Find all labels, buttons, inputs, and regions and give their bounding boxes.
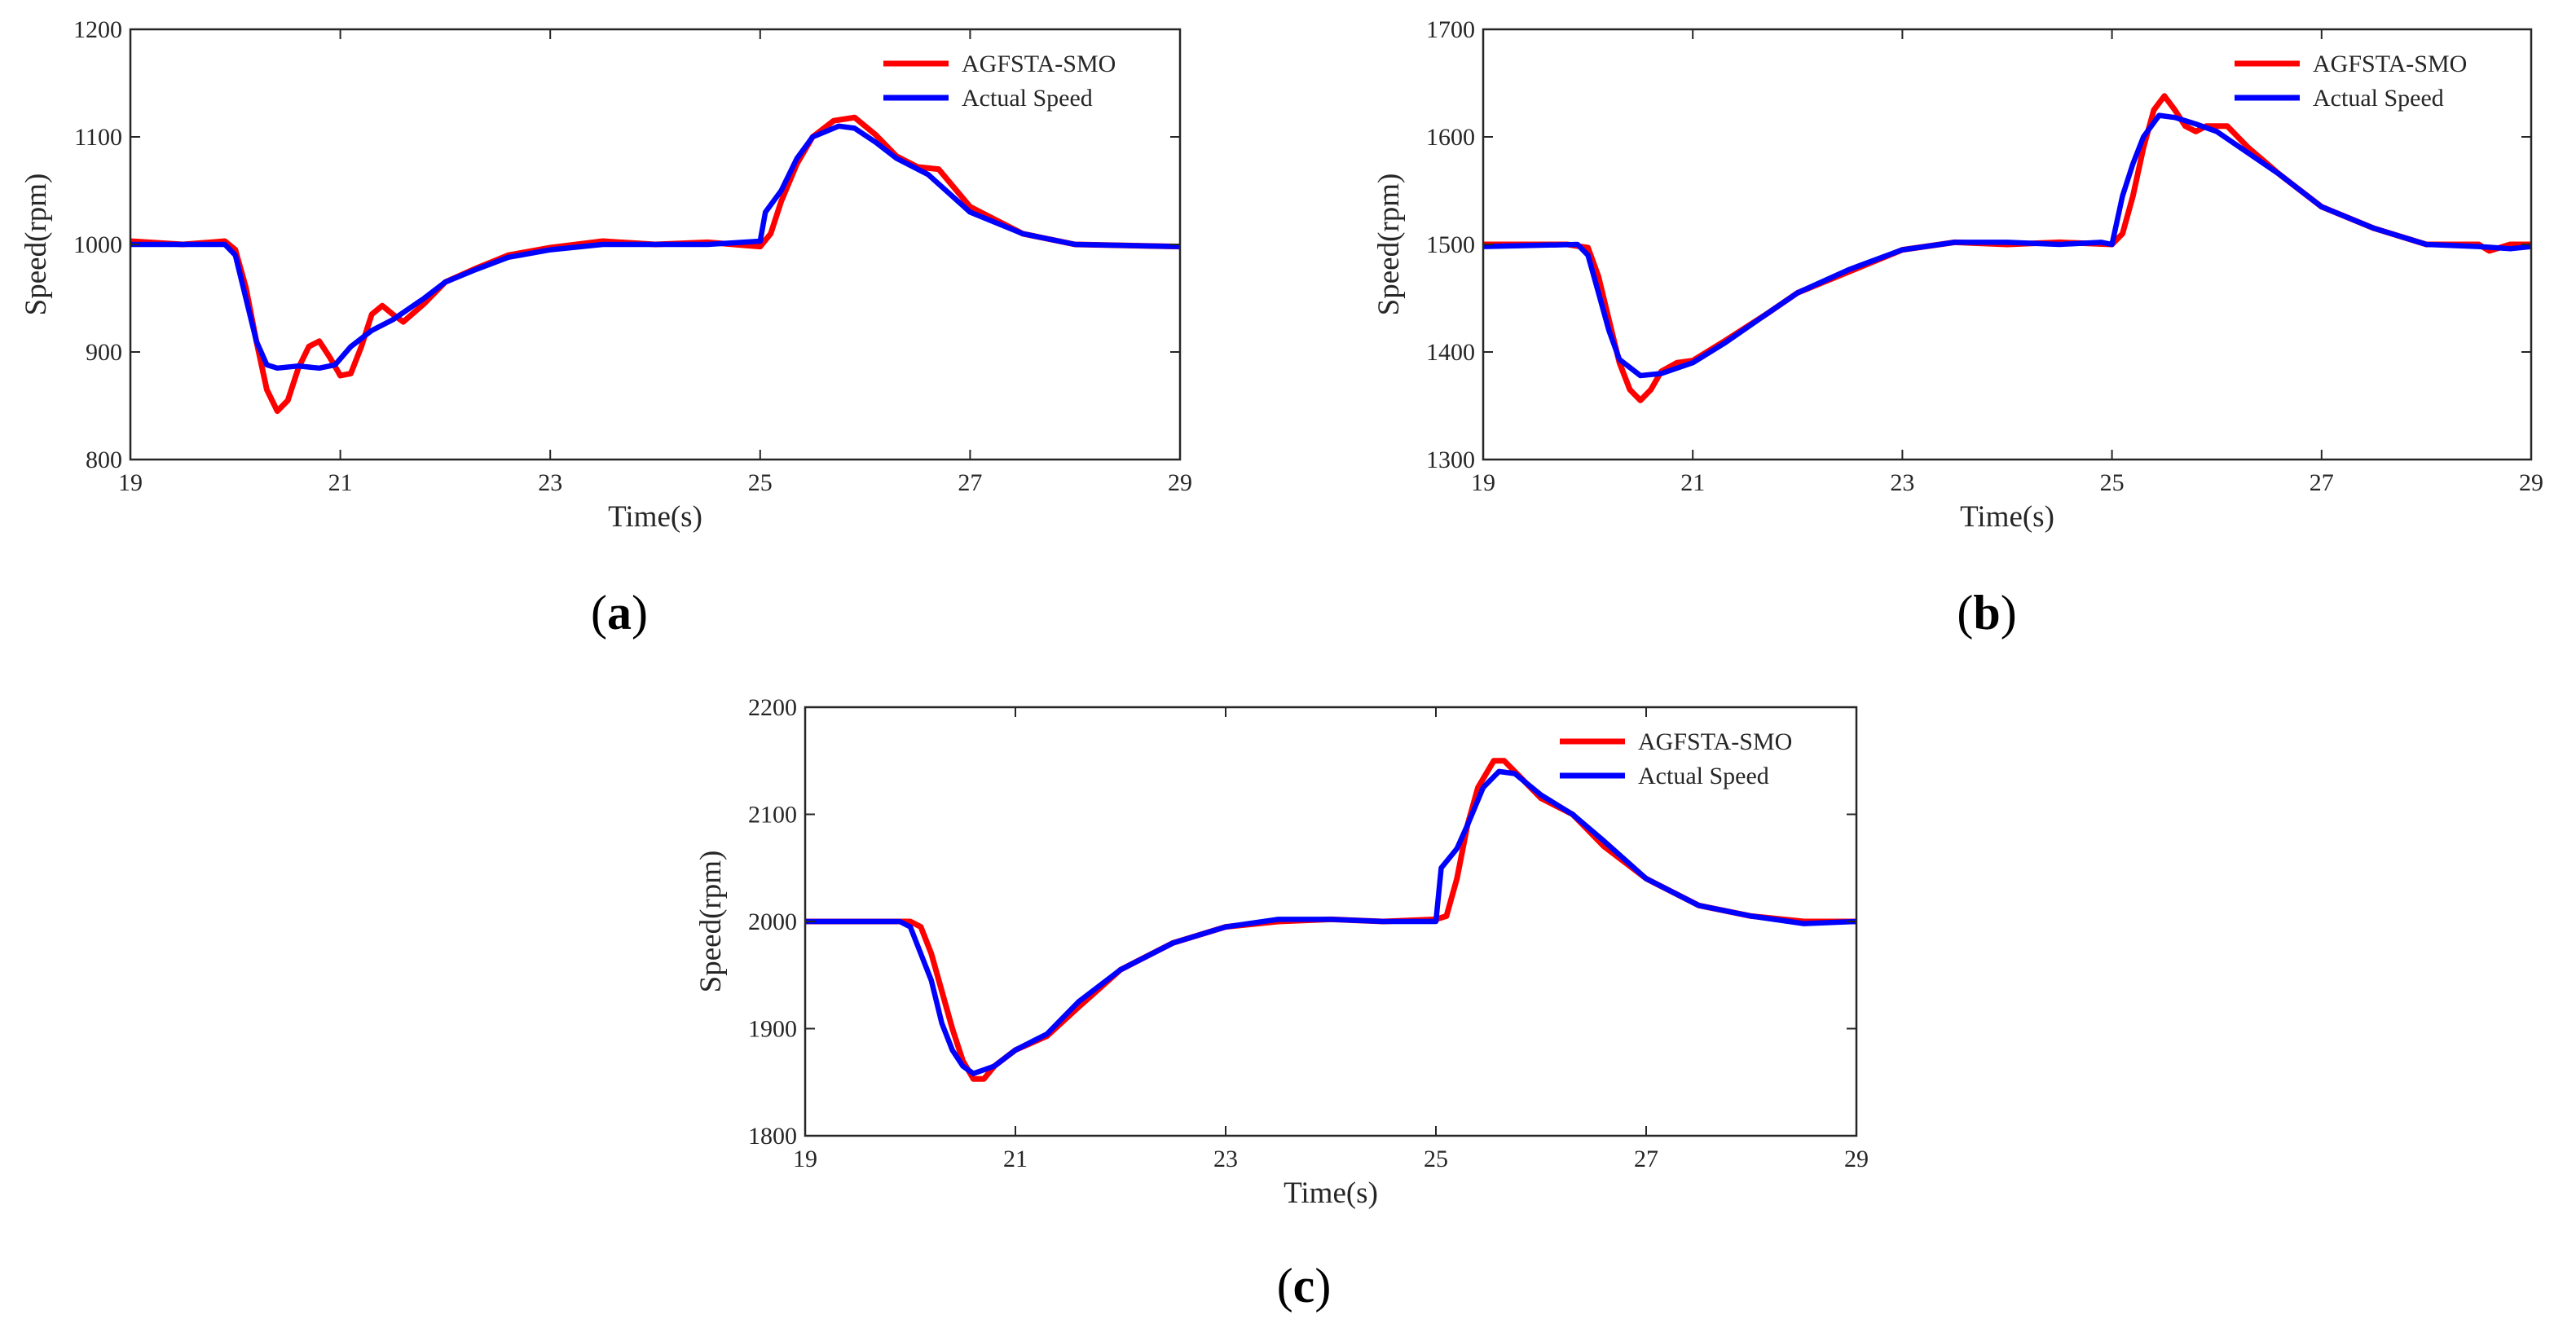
y-tick-label: 1100 [74,124,122,151]
y-tick-label: 1600 [1426,124,1475,151]
x-tick-label: 27 [1634,1146,1658,1172]
x-tick-label: 19 [118,469,143,496]
chart-panel-a: 19 21 23 25 27 29 800 900 1000 1100 1200 Time(s) Spe… [20,16,1192,640]
y-tick-label: 2000 [748,908,797,935]
y-tick-label: 1400 [1426,339,1475,366]
series-line-actual-speed [805,768,1856,1076]
legend: AGFSTA-SMO Actual Speed [2235,51,2467,112]
caption-open: ( [591,586,607,640]
panel-caption: (a) [591,586,648,640]
y-tick-label: 800 [86,446,122,473]
y-axis-label: Speed(rpm) [694,851,728,993]
x-tick-label: 23 [538,469,562,496]
chart-panel-c: 19 21 23 25 27 29 1800 1900 2000 2100 2200 Time(s) S… [694,694,1869,1313]
caption-letter: a [607,586,632,640]
y-tick-label: 1700 [1426,16,1475,43]
y-tick-label: 2200 [748,694,797,721]
series-line-actual-speed [1483,112,2531,379]
legend-label: AGFSTA-SMO [1638,728,1792,755]
legend-label: Actual Speed [2313,85,2444,112]
y-tick-label: 900 [86,339,122,366]
series-line-actual-speed [130,123,1180,372]
y-axis-label: Speed(rpm) [1372,174,1406,316]
x-tick-label: 25 [748,469,773,496]
caption-letter: b [1973,586,2000,640]
legend-label: Actual Speed [1638,763,1769,789]
y-tick-label: 1000 [73,231,122,258]
x-tick-label: 29 [1168,469,1192,496]
x-tick-label: 27 [2310,469,2334,496]
legend: AGFSTA-SMO Actual Speed [1560,728,1792,789]
y-tick-label: 1300 [1426,446,1475,473]
x-axis-label: Time(s) [1284,1176,1378,1210]
y-axis-label: Speed(rpm) [20,174,53,316]
caption-close: ) [1314,1259,1331,1313]
y-tick-label: 1500 [1426,231,1475,258]
caption-close: ) [2001,586,2017,640]
x-tick-label: 27 [958,469,982,496]
x-tick-label: 19 [793,1146,817,1172]
panel-caption: (c) [1277,1259,1332,1313]
caption-letter: c [1293,1259,1315,1313]
y-tick-label: 1900 [748,1016,797,1043]
x-tick-label: 21 [1003,1146,1028,1172]
y-tick-label: 2100 [748,802,797,829]
caption-close: ) [632,586,648,640]
chart-panel-b: 19 21 23 25 27 29 1300 1400 1500 1600 1700 Time(s) S… [1372,16,2543,640]
x-tick-label: 29 [2519,469,2543,496]
x-tick-label: 21 [1680,469,1705,496]
panel-caption: (b) [1957,586,2016,640]
x-tick-label: 25 [2100,469,2125,496]
x-axis-label: Time(s) [1960,500,2054,534]
x-tick-label: 23 [1890,469,1914,496]
legend-label: AGFSTA-SMO [962,51,1116,77]
x-tick-label: 21 [328,469,353,496]
caption-open: ( [1957,586,1973,640]
x-axis-label: Time(s) [608,500,702,534]
legend: AGFSTA-SMO Actual Speed [883,51,1116,112]
y-tick-label: 1800 [748,1123,797,1150]
legend-label: Actual Speed [962,85,1093,112]
y-tick-label: 1200 [73,16,122,43]
x-tick-label: 29 [1844,1146,1869,1172]
caption-open: ( [1277,1259,1293,1313]
x-tick-label: 19 [1471,469,1495,496]
x-tick-label: 25 [1424,1146,1448,1172]
x-tick-label: 23 [1213,1146,1238,1172]
legend-label: AGFSTA-SMO [2313,51,2467,77]
